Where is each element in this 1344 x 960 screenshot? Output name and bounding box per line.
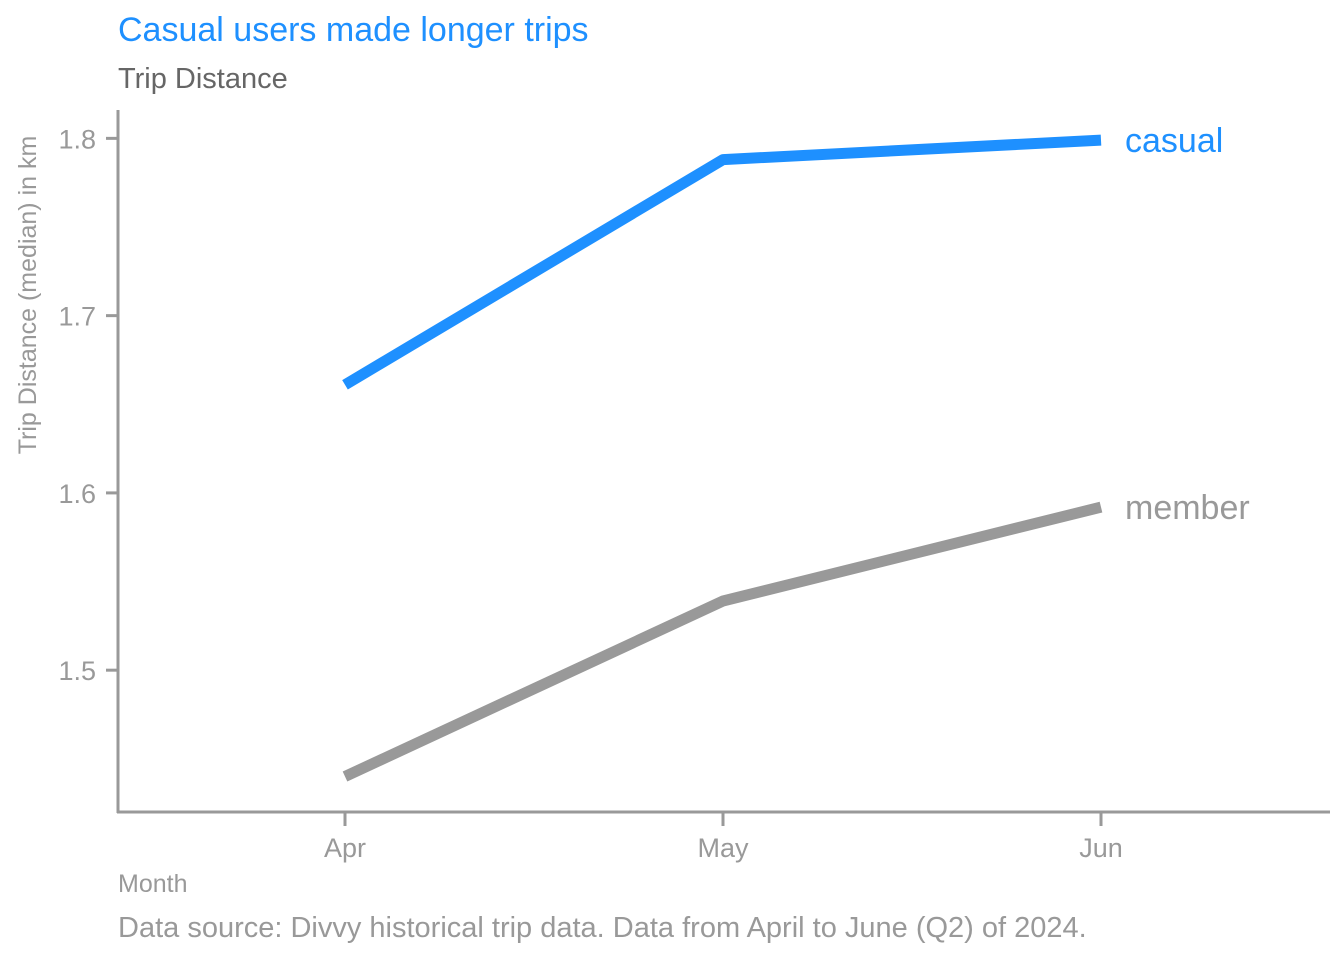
series-label-casual: casual bbox=[1125, 122, 1223, 160]
y-tick-label: 1.7 bbox=[58, 302, 96, 332]
x-ticks: Apr May Jun bbox=[324, 812, 1123, 863]
series-label-member: member bbox=[1125, 489, 1250, 527]
series-line-member bbox=[342, 501, 1103, 782]
x-tick-label: Apr bbox=[324, 833, 366, 863]
series-lines bbox=[342, 134, 1103, 782]
x-tick-label: May bbox=[697, 833, 749, 863]
series-line-casual bbox=[342, 134, 1102, 390]
y-ticks: 1.5 1.6 1.7 1.8 bbox=[58, 124, 118, 686]
y-tick-label: 1.6 bbox=[58, 479, 96, 509]
series-labels: casual member bbox=[1125, 122, 1250, 527]
caption: Data source: Divvy historical trip data.… bbox=[118, 912, 1087, 944]
y-axis-label: Trip Distance (median) in km bbox=[14, 136, 42, 455]
x-axis-label: Month bbox=[118, 870, 187, 898]
chart-title: Casual users made longer trips bbox=[118, 11, 589, 49]
axes bbox=[116, 110, 1330, 814]
y-tick-label: 1.8 bbox=[58, 124, 96, 154]
chart-subtitle: Trip Distance bbox=[118, 63, 288, 95]
y-tick-label: 1.5 bbox=[58, 656, 96, 686]
x-tick-label: Jun bbox=[1079, 833, 1123, 863]
